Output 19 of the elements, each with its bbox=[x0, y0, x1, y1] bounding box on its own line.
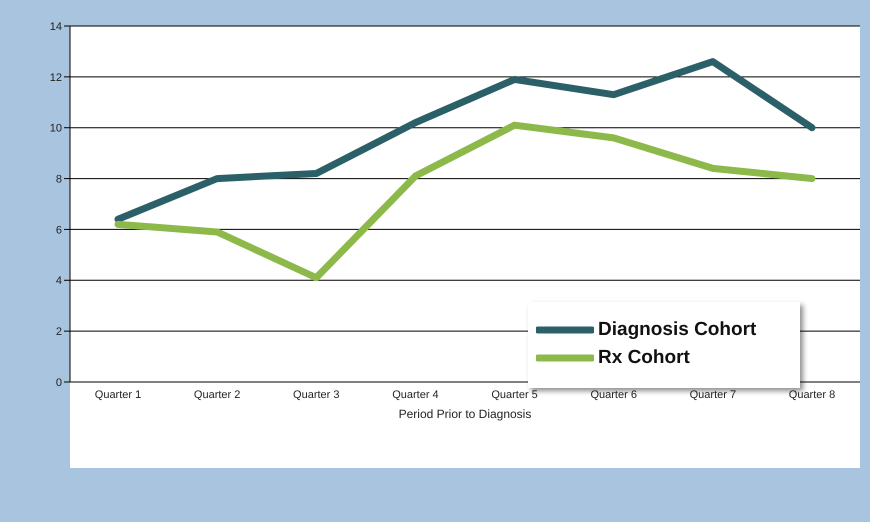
y-tick-label: 12 bbox=[50, 72, 62, 84]
x-tick-label: Quarter 8 bbox=[788, 388, 836, 401]
y-tick-label: 10 bbox=[50, 122, 62, 135]
x-tick-label: Quarter 6 bbox=[590, 388, 637, 401]
y-tick-label: 0 bbox=[56, 376, 62, 389]
legend-label: Rx Cohort bbox=[598, 347, 690, 369]
x-tick-label: Quarter 4 bbox=[392, 388, 439, 401]
x-tick-label: Quarter 1 bbox=[94, 388, 142, 401]
x-tick-label: Quarter 7 bbox=[690, 388, 736, 401]
y-tick-label: 4 bbox=[56, 275, 62, 288]
x-axis-title: Period Prior to Diagnosis bbox=[398, 407, 532, 421]
y-tick-label: 6 bbox=[56, 224, 62, 236]
legend-label: Diagnosis Cohort bbox=[598, 319, 756, 341]
y-tick-label: 8 bbox=[56, 173, 62, 186]
y-tick-label: 2 bbox=[56, 326, 62, 338]
x-tick-label: Quarter 2 bbox=[194, 388, 240, 401]
y-tick-label: 14 bbox=[50, 20, 62, 33]
x-tick-label: Quarter 5 bbox=[491, 388, 538, 401]
x-tick-label: Quarter 3 bbox=[293, 388, 340, 401]
